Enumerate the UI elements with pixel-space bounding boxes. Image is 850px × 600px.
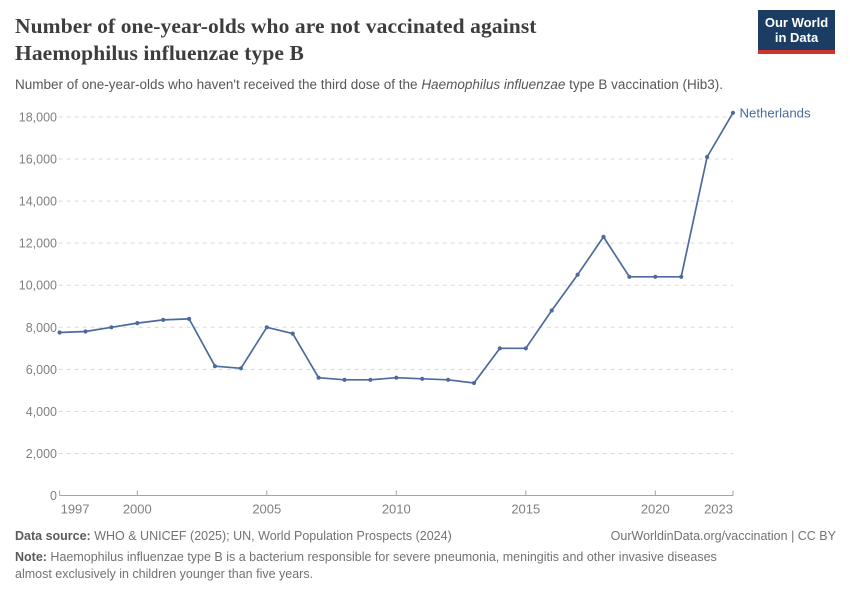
data-point[interactable] <box>342 377 347 382</box>
y-axis-tick-label: 2,000 <box>26 447 57 461</box>
data-point[interactable] <box>575 272 580 277</box>
chart-footer: Data source: WHO & UNICEF (2025); UN, Wo… <box>15 528 836 582</box>
note-text: Haemophilus influenzae type B is a bacte… <box>15 550 717 581</box>
x-axis-tick-label: 2005 <box>252 502 281 517</box>
data-point[interactable] <box>420 376 425 381</box>
data-point[interactable] <box>264 325 269 330</box>
y-axis-tick-label: 6,000 <box>26 363 57 377</box>
data-point[interactable] <box>83 329 88 334</box>
y-axis-tick-label: 8,000 <box>26 321 57 335</box>
chart-subtitle: Number of one-year-olds who haven't rece… <box>15 77 835 92</box>
chart-header: Number of one-year-olds who are not vacc… <box>15 10 835 92</box>
logo-line-1: Our World <box>764 15 829 30</box>
title-line-1: Number of one-year-olds who are not vacc… <box>15 14 537 38</box>
data-point[interactable] <box>446 377 451 382</box>
footer-source-row: Data source: WHO & UNICEF (2025); UN, Wo… <box>15 528 836 545</box>
x-axis-tick-label: 2023 <box>704 502 733 517</box>
data-point[interactable] <box>601 234 606 239</box>
y-axis-tick-label: 4,000 <box>26 405 57 419</box>
data-point[interactable] <box>135 321 140 326</box>
data-point[interactable] <box>238 366 243 371</box>
x-axis-tick-label: 2010 <box>382 502 411 517</box>
x-axis-tick-label: 2000 <box>123 502 152 517</box>
series-label[interactable]: Netherlands <box>740 105 812 120</box>
data-point[interactable] <box>653 274 658 279</box>
data-point[interactable] <box>109 325 114 330</box>
title-line-2: Haemophilus influenzae type B <box>15 41 304 65</box>
subtitle-suffix-text: type B vaccination (Hib3). <box>565 77 723 92</box>
data-point[interactable] <box>627 274 632 279</box>
data-point[interactable] <box>212 364 218 369</box>
data-point[interactable] <box>471 380 477 386</box>
data-point[interactable] <box>394 375 399 380</box>
data-point[interactable] <box>523 346 528 351</box>
data-point[interactable] <box>730 110 736 115</box>
y-axis-tick-label: 16,000 <box>19 153 57 167</box>
data-point[interactable] <box>187 316 192 321</box>
y-axis-tick-label: 10,000 <box>19 279 57 293</box>
subtitle-text: Number of one-year-olds who haven't rece… <box>15 77 422 92</box>
y-axis-tick-label: 12,000 <box>19 237 57 251</box>
data-point[interactable] <box>368 377 373 382</box>
subtitle-italic-text: Haemophilus influenzae <box>421 77 566 92</box>
chart-area[interactable]: 0 2,000 4,000 6,000 8,000 10,000 12,000 14,000 1… <box>0 100 850 522</box>
data-line[interactable] <box>58 111 734 384</box>
data-point[interactable] <box>705 154 710 160</box>
attribution-link[interactable]: OurWorldinData.org/vaccination | CC BY <box>610 529 836 543</box>
data-point[interactable] <box>679 274 684 279</box>
logo-line-2: in Data <box>774 29 819 45</box>
line-chart-svg[interactable]: 0 2,000 4,000 6,000 8,000 10,000 12,000 14,000 1… <box>0 100 850 522</box>
owid-logo: Our World in Data <box>758 10 835 54</box>
page-title: Number of one-year-olds who are not vacc… <box>15 13 835 67</box>
x-axis-tick-label: 2015 <box>511 502 540 517</box>
data-source: Data source: WHO & UNICEF (2025); UN, Wo… <box>15 528 452 545</box>
data-point[interactable] <box>549 308 554 313</box>
data-point[interactable] <box>497 346 502 351</box>
y-axis-tick-label: 14,000 <box>19 195 57 209</box>
note-label: Note: <box>15 550 47 564</box>
data-point[interactable] <box>57 330 62 335</box>
data-source-label: Data source: <box>15 529 91 543</box>
data-point[interactable] <box>316 375 321 380</box>
data-source-text: WHO & UNICEF (2025); UN, World Populatio… <box>90 529 452 543</box>
x-axis-tick-label: 1997 <box>61 502 90 517</box>
x-axis-tick-label: 2020 <box>641 502 670 517</box>
data-point[interactable] <box>161 317 166 322</box>
y-axis-tick-label: 0 <box>50 489 57 503</box>
data-point[interactable] <box>290 331 295 336</box>
y-axis-tick-label: 18,000 <box>19 111 57 125</box>
footnote: Note: Haemophilus influenzae type B is a… <box>15 549 755 582</box>
